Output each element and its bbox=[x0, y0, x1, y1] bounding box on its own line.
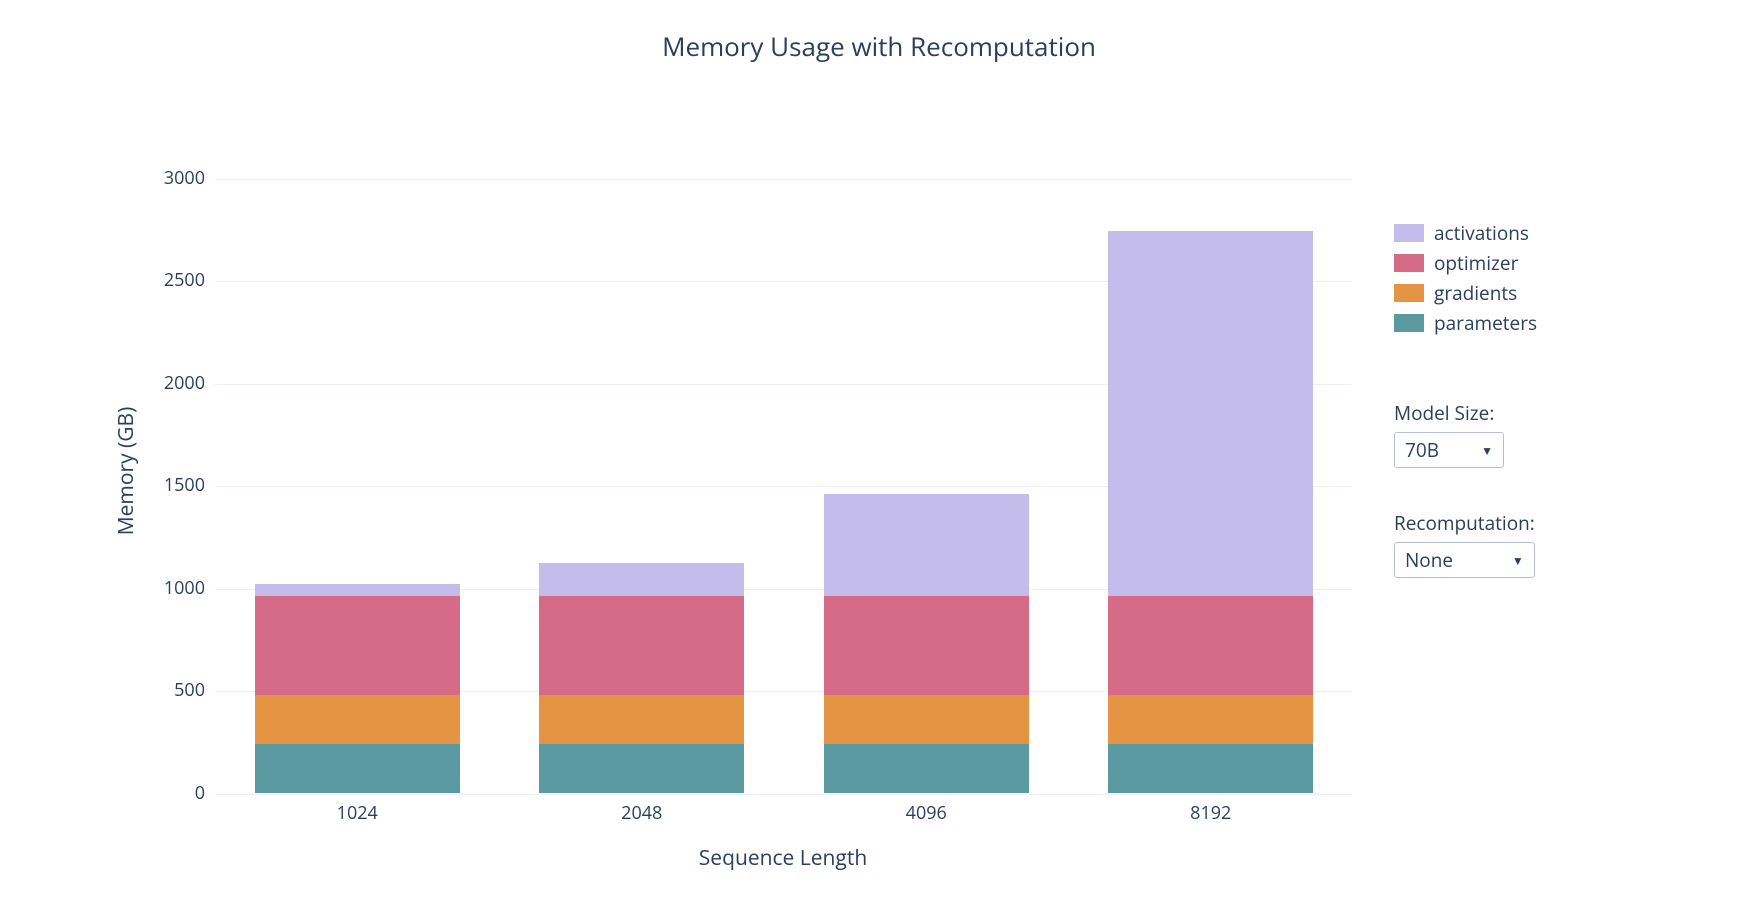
chevron-down-icon: ▼ bbox=[1481, 442, 1493, 459]
bar-segment-gradients bbox=[255, 695, 460, 744]
bar-segment-optimizer bbox=[255, 596, 460, 694]
y-axis-title: Memory (GB) bbox=[112, 407, 140, 536]
legend-item-optimizer[interactable]: optimizer bbox=[1394, 250, 1537, 276]
bar-segment-gradients bbox=[824, 695, 1029, 744]
y-tick-label: 1000 bbox=[164, 576, 215, 600]
legend-swatch bbox=[1394, 224, 1424, 242]
bar-stack bbox=[1108, 147, 1313, 793]
bar-segment-optimizer bbox=[1108, 596, 1313, 694]
y-tick-label: 1500 bbox=[164, 473, 215, 497]
recomputation-label: Recomputation: bbox=[1394, 510, 1535, 536]
bar-segment-parameters bbox=[824, 744, 1029, 793]
bar-segment-activations bbox=[824, 494, 1029, 597]
recomputation-value: None bbox=[1405, 547, 1453, 573]
x-axis-title: Sequence Length bbox=[699, 844, 867, 872]
bar-segment-gradients bbox=[1108, 695, 1313, 744]
grid-line bbox=[215, 794, 1352, 795]
legend-swatch bbox=[1394, 314, 1424, 332]
legend-label: activations bbox=[1434, 220, 1529, 246]
recomputation-select[interactable]: None ▼ bbox=[1394, 542, 1535, 578]
model-size-label: Model Size: bbox=[1394, 400, 1504, 426]
y-tick-label: 500 bbox=[174, 678, 215, 702]
x-tick-label: 8192 bbox=[1190, 793, 1231, 825]
bar-stack bbox=[824, 147, 1029, 793]
bar-segment-parameters bbox=[255, 744, 460, 793]
model-size-select[interactable]: 70B ▼ bbox=[1394, 432, 1504, 468]
bar-segment-optimizer bbox=[824, 596, 1029, 694]
model-size-control: Model Size: 70B ▼ bbox=[1394, 400, 1504, 468]
legend-label: gradients bbox=[1434, 280, 1517, 306]
y-tick-label: 0 bbox=[195, 781, 215, 805]
legend-swatch bbox=[1394, 284, 1424, 302]
bar-segment-activations bbox=[539, 563, 744, 596]
recomputation-control: Recomputation: None ▼ bbox=[1394, 510, 1535, 578]
bar-stack bbox=[539, 147, 744, 793]
chart-frame: Memory Usage with Recomputation 05001000… bbox=[0, 0, 1758, 920]
bar-segment-gradients bbox=[539, 695, 744, 744]
legend-item-gradients[interactable]: gradients bbox=[1394, 280, 1537, 306]
legend-item-activations[interactable]: activations bbox=[1394, 220, 1537, 246]
bar-segment-optimizer bbox=[539, 596, 744, 694]
bar-stack bbox=[255, 147, 460, 793]
legend: activations optimizer gradients parameters bbox=[1394, 220, 1537, 340]
legend-label: optimizer bbox=[1434, 250, 1518, 276]
bar-segment-activations bbox=[1108, 231, 1313, 596]
bar-segment-activations bbox=[255, 584, 460, 596]
legend-label: parameters bbox=[1434, 310, 1537, 336]
legend-swatch bbox=[1394, 254, 1424, 272]
chevron-down-icon: ▼ bbox=[1512, 552, 1524, 569]
chart-title: Memory Usage with Recomputation bbox=[0, 28, 1758, 64]
legend-item-parameters[interactable]: parameters bbox=[1394, 310, 1537, 336]
y-tick-label: 2500 bbox=[164, 268, 215, 292]
plot-area: 050010001500200025003000 102420484096819… bbox=[214, 148, 1352, 794]
y-tick-label: 2000 bbox=[164, 371, 215, 395]
y-tick-label: 3000 bbox=[164, 166, 215, 190]
bar-segment-parameters bbox=[539, 744, 744, 793]
x-tick-label: 4096 bbox=[906, 793, 947, 825]
x-tick-label: 1024 bbox=[337, 793, 378, 825]
bars-layer: 1024204840968192 bbox=[215, 148, 1352, 793]
bar-segment-parameters bbox=[1108, 744, 1313, 793]
model-size-value: 70B bbox=[1405, 437, 1439, 463]
x-tick-label: 2048 bbox=[621, 793, 662, 825]
